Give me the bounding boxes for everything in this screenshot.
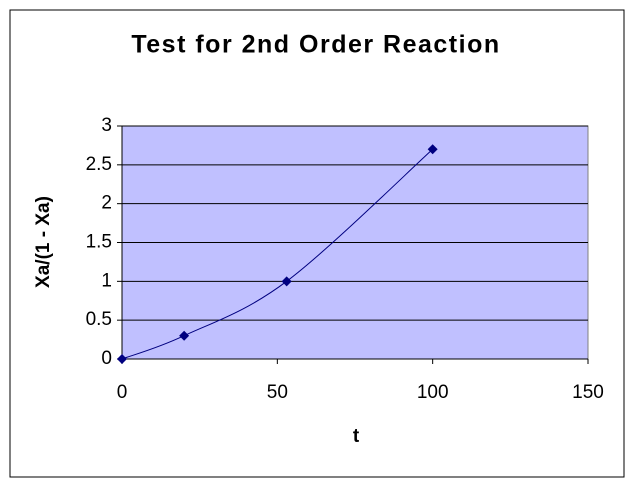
x-axis-label: t	[353, 426, 360, 447]
y-tick-label: 2	[101, 193, 112, 214]
y-tick-label: 1	[101, 270, 112, 291]
y-tick-label: 2.5	[86, 154, 112, 175]
x-tick-label: 100	[417, 382, 449, 403]
y-tick-label: 3	[101, 115, 112, 136]
y-tick-label: 0	[101, 348, 112, 369]
y-axis-label: Xa/(1 - Xa)	[33, 196, 54, 288]
data-point	[179, 330, 190, 341]
data-point	[427, 144, 438, 155]
y-tick-label: 1.5	[86, 232, 112, 253]
x-tick-label: 50	[267, 382, 288, 403]
series-line	[121, 148, 434, 360]
data-point	[117, 354, 127, 364]
data-point	[281, 276, 292, 287]
y-tick-label: 0.5	[86, 309, 112, 330]
x-tick-label: 0	[117, 382, 128, 403]
x-tick-label: 150	[572, 382, 604, 403]
chart-title: Test for 2nd Order Reaction	[131, 31, 500, 59]
